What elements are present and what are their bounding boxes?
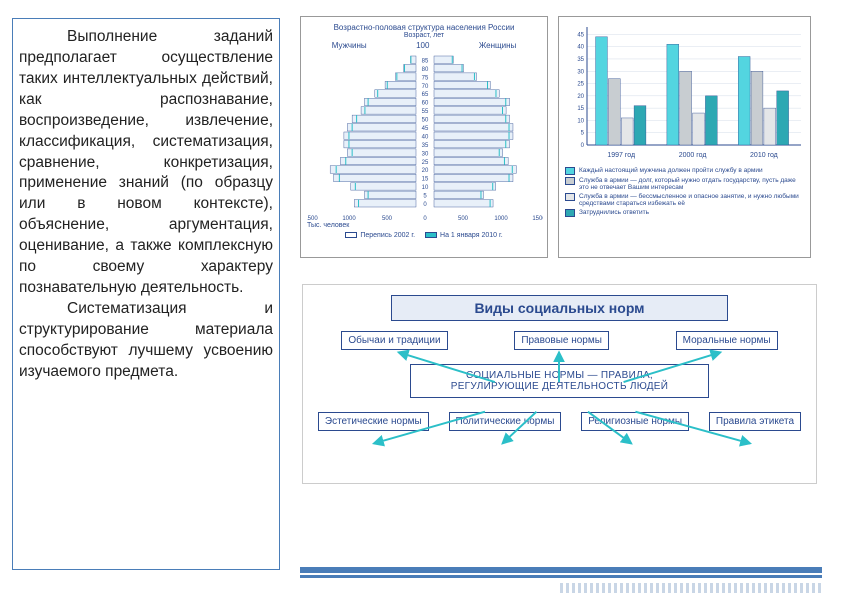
svg-text:2000 год: 2000 год xyxy=(679,152,707,159)
pyramid-title: Возрастно-половая структура населения Ро… xyxy=(307,23,541,32)
pyramid-age-header: Возраст, лет xyxy=(307,32,541,39)
diagram-bottom-node: Правила этикета xyxy=(709,412,801,431)
pyramid-female-label: Женщины xyxy=(479,41,516,50)
diagram-top-node: Моральные нормы xyxy=(676,331,778,350)
bars-legend-item: Затруднились ответить xyxy=(565,209,804,217)
svg-text:75: 75 xyxy=(422,75,429,81)
diagram-bottom-node: Религиозные нормы xyxy=(581,412,689,431)
diagram-center-node: СОЦИАЛЬНЫЕ НОРМЫ — ПРАВИЛА, РЕГУЛИРУЮЩИЕ… xyxy=(410,364,708,398)
p2-text: Систематизация и структурирование матери… xyxy=(19,300,273,380)
social-norms-diagram: Виды социальных норм Обычаи и традиции Пр… xyxy=(302,284,817,484)
svg-text:25: 25 xyxy=(422,160,429,166)
svg-text:20: 20 xyxy=(577,94,584,100)
svg-text:5: 5 xyxy=(423,194,427,200)
svg-text:15: 15 xyxy=(422,177,429,183)
svg-text:2010 год: 2010 год xyxy=(750,152,778,159)
bars-svg: 0 5 10 15 20 25 30 35 40 45 1997 год 2000 год 2010 г… xyxy=(565,23,805,163)
bars-legend: Каждый настоящий мужчина должен пройти с… xyxy=(565,163,804,217)
pyramid-legend-item: На 1 января 2010 г. xyxy=(425,232,503,239)
population-pyramid-chart: Возрастно-половая структура населения Ро… xyxy=(300,16,548,258)
svg-text:10: 10 xyxy=(577,118,584,124)
svg-text:30: 30 xyxy=(422,151,429,157)
svg-text:20: 20 xyxy=(422,168,429,174)
diagram-title: Виды социальных норм xyxy=(391,295,729,321)
svg-text:15: 15 xyxy=(577,106,584,112)
pyramid-svg: 8580757065605550454035302520151050150010… xyxy=(307,52,543,222)
bars-legend-item: Служба в армии — бессмысленное и опасное… xyxy=(565,193,804,207)
pyramid-xaxis-label: Тыс. человек xyxy=(307,222,541,229)
text-panel: Выполнение заданий предполагает осуществ… xyxy=(12,18,280,570)
paragraph-1: Выполнение заданий предполагает осуществ… xyxy=(19,27,273,299)
svg-text:55: 55 xyxy=(422,109,429,115)
diagram-bottom-node: Политические нормы xyxy=(449,412,562,431)
diagram-bottom-node: Эстетические нормы xyxy=(318,412,429,431)
svg-text:65: 65 xyxy=(422,92,429,98)
pyramid-100-tick: 100 xyxy=(416,41,429,50)
svg-text:25: 25 xyxy=(577,82,584,88)
svg-text:0: 0 xyxy=(423,202,427,208)
diagram-bottom-row: Эстетические нормы Политические нормы Рели… xyxy=(311,412,808,431)
svg-text:30: 30 xyxy=(577,69,584,75)
bars-legend-item: Служба в армии — долг, который нужно отд… xyxy=(565,177,804,191)
diagram-top-node: Обычаи и традиции xyxy=(341,331,447,350)
svg-text:40: 40 xyxy=(577,45,584,51)
svg-text:80: 80 xyxy=(422,67,429,73)
svg-text:5: 5 xyxy=(581,131,585,137)
svg-text:85: 85 xyxy=(422,58,429,64)
svg-text:45: 45 xyxy=(422,126,429,132)
svg-text:60: 60 xyxy=(422,101,429,107)
pyramid-male-label: Мужчины xyxy=(332,41,367,50)
svg-text:10: 10 xyxy=(422,185,429,191)
bars-legend-item: Каждый настоящий мужчина должен пройти с… xyxy=(565,167,804,175)
svg-text:35: 35 xyxy=(577,57,584,63)
pyramid-legend-item: Перепись 2002 г. xyxy=(345,232,415,239)
svg-text:45: 45 xyxy=(577,32,584,38)
diagram-top-row: Обычаи и традиции Правовые нормы Моральные… xyxy=(311,331,808,350)
svg-text:50: 50 xyxy=(422,118,429,124)
svg-text:35: 35 xyxy=(422,143,429,149)
svg-text:40: 40 xyxy=(422,134,429,140)
svg-text:0: 0 xyxy=(581,143,585,149)
p1-text: Выполнение заданий предполагает осуществ… xyxy=(19,28,273,296)
diagram-top-node: Правовые нормы xyxy=(514,331,609,350)
survey-bar-chart: 0 5 10 15 20 25 30 35 40 45 1997 год 2000 год 2010 г… xyxy=(558,16,811,258)
svg-text:70: 70 xyxy=(422,84,429,90)
svg-text:1997 год: 1997 год xyxy=(607,152,635,159)
paragraph-2: Систематизация и структурирование матери… xyxy=(19,299,273,383)
pyramid-legend: Перепись 2002 г. На 1 января 2010 г. xyxy=(307,229,541,239)
footer-decoration xyxy=(0,567,842,597)
